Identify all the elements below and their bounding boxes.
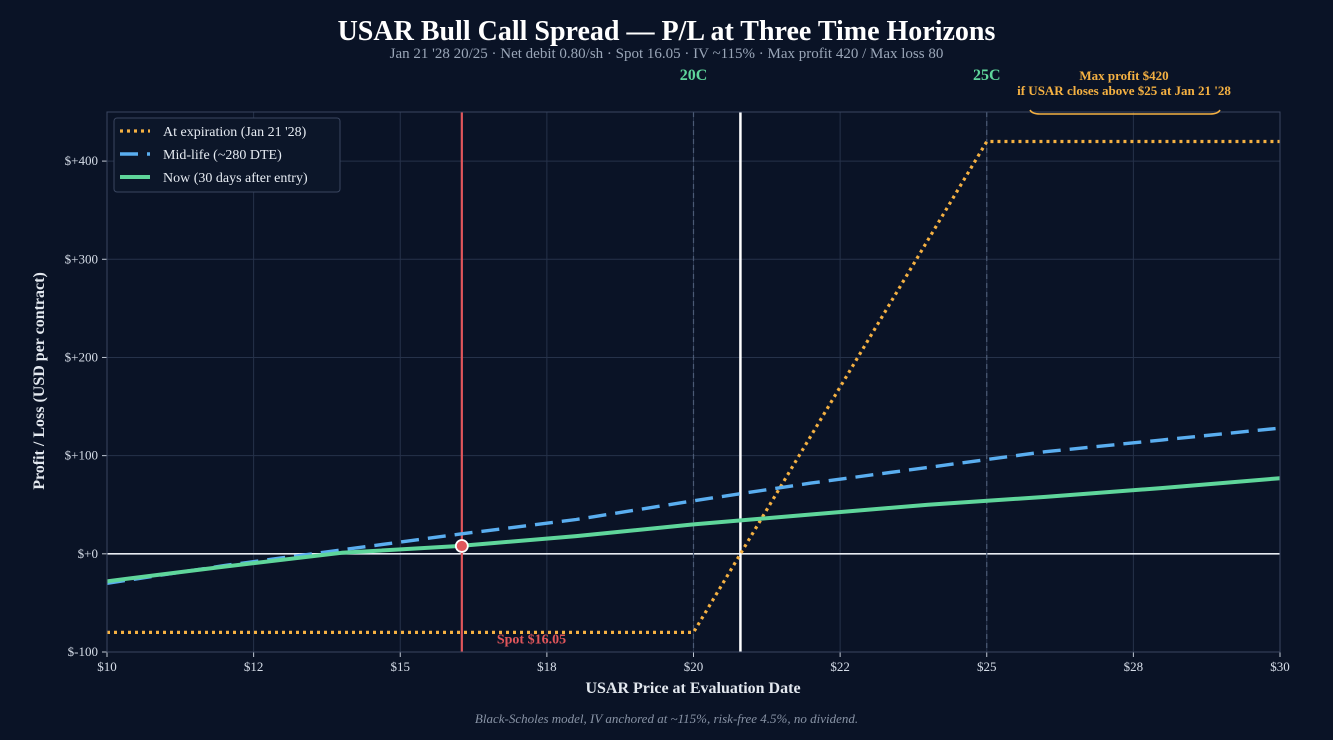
plot-frame [106,111,1281,653]
footnote: Black-Scholes model, IV anchored at ~115… [474,711,859,726]
series-line [106,476,1281,584]
legend: At expiration (Jan 21 '28) Mid-life (~280… [113,117,341,193]
x-tick-label: $25 [977,659,997,674]
x-tick-label: $30 [1270,659,1290,674]
y-tick-label: $+400 [65,153,98,168]
axis-ticks: $10 $12 $15 $18 $20 $22 $25 $28 $30 $-100 $+0 $+100… [65,153,1290,674]
y-axis-label: Profit / Loss (USD per contract) [31,272,48,490]
legend-label: Mid-life (~280 DTE) [163,148,282,163]
x-tick-label: $18 [537,659,557,674]
legend-label: At expiration (Jan 21 '28) [163,125,307,140]
y-tick-label: $-100 [68,644,98,659]
spot-label: Spot $16.05 [497,632,566,647]
spot-marker [454,539,469,553]
chart-subtitle: Jan 21 '28 20/25 · Net debit 0.80/sh · S… [389,46,944,62]
series-line [106,426,1281,585]
series-line [107,139,1280,635]
x-tick-label: $12 [244,659,264,674]
x-tick-label: $15 [391,659,411,674]
reference-lines [107,112,1280,652]
chart-title: USAR Bull Call Spread — P/L at Three Tim… [337,16,996,47]
y-tick-label: $+0 [78,546,98,561]
max-profit-annotation-line1: Max profit $420 [1079,68,1168,83]
strike-labels: 20C 25C [680,67,1001,84]
annotation-bracket [1029,109,1221,115]
y-tick-label: $+200 [65,349,98,364]
x-tick-label: $28 [1124,659,1144,674]
strike-label: 20C [680,67,708,84]
strike-label: 25C [973,67,1001,84]
y-tick-label: $+300 [65,251,98,266]
max-profit-annotation-line2: if USAR closes above $25 at Jan 21 '28 [1017,83,1231,98]
series-lines: Spot $16.05 [106,139,1281,647]
x-axis-label: USAR Price at Evaluation Date [585,680,800,697]
x-tick-label: $20 [684,659,704,674]
legend-label: Now (30 days after entry) [163,171,308,186]
x-tick-label: $10 [97,659,117,674]
x-tick-label: $22 [830,659,850,674]
legend-box [113,117,341,193]
y-tick-label: $+100 [65,448,98,463]
